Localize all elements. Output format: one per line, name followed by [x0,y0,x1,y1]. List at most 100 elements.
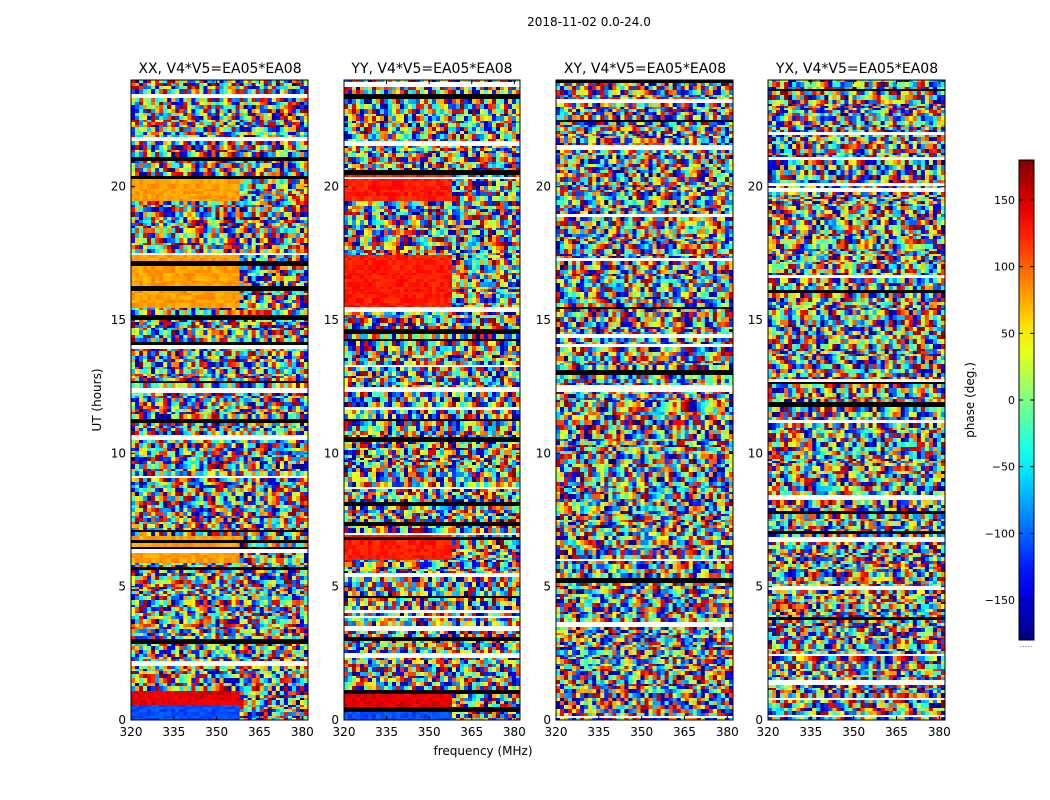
heatmap-cell [183,184,187,189]
heatmap-cell [256,189,260,191]
heatmap-cell [236,122,240,125]
heatmap-cell [224,141,228,145]
heatmap-cell [139,168,143,172]
heatmap-cell [151,127,155,132]
heatmap-cell [280,116,284,120]
heatmap-cell [240,163,244,168]
heatmap-cell [183,98,187,102]
heatmap-cell [256,113,260,116]
heatmap-cell [131,105,135,109]
heatmap-xx [131,80,308,720]
heatmap-cell [228,191,232,194]
heatmap-cell [300,98,304,102]
heatmap-cell [288,135,292,137]
heatmap-cell [191,191,195,194]
panel-title-xx: XX, V4*V5=EA05*EA08 [138,61,301,77]
heatmap-cell [288,168,292,172]
heatmap-cell [252,89,256,94]
heatmap-cell [272,145,276,150]
heatmap-cell [248,105,252,109]
heatmap-cell [300,179,304,184]
heatmap-cell [215,120,219,122]
heatmap-cell [183,145,187,150]
heatmap-cell [203,132,207,135]
heatmap-gap [131,137,308,141]
heatmap-cell [159,163,163,168]
heatmap-cell [207,152,211,157]
heatmap-cell [224,83,228,86]
heatmap-cell [272,191,276,194]
heatmap-cell [296,179,300,184]
heatmap-cell [236,105,240,109]
heatmap-cell [163,83,167,86]
heatmap-cell [240,191,244,194]
heatmap-cell [215,113,219,116]
heatmap-cell [292,150,296,152]
heatmap-cell [211,98,215,102]
heatmap-cell [159,127,163,132]
heatmap-cell [147,132,151,135]
heatmap-cell [179,109,183,113]
heatmap-cell [268,132,272,135]
heatmap-cell [187,122,191,125]
heatmap-cell [288,161,292,163]
heatmap-cell [215,125,219,127]
heatmap-cell [143,172,147,176]
heatmap-cell [179,168,183,172]
heatmap-cell [139,145,143,150]
heatmap-cell [300,102,304,105]
heatmap-cell [248,109,252,113]
heatmap-cell [232,122,236,125]
heatmap-cell [284,98,288,102]
heatmap-cell [143,179,147,184]
heatmap-cell [191,83,195,86]
heatmap-cell [252,161,256,163]
heatmap-cell [215,109,219,113]
heatmap-cell [228,152,232,157]
heatmap-cell [228,98,232,102]
heatmap-cell [244,125,248,127]
heatmap-cell [187,152,191,157]
heatmap-cell [268,120,272,122]
heatmap-cell [147,83,151,86]
heatmap-cell [260,120,264,122]
heatmap-cell [272,89,276,94]
heatmap-cell [195,194,199,196]
heatmap-cell [195,122,199,125]
heatmap-cell [151,125,155,127]
heatmap-cell [143,141,147,145]
heatmap-cell [256,141,260,145]
heatmap-cell [288,189,292,191]
heatmap-cell [256,184,260,189]
heatmap-cell [264,127,268,132]
heatmap-cell [199,194,203,196]
heatmap-cell [288,132,292,135]
heatmap-cell [260,161,264,163]
heatmap-cell [215,161,219,163]
heatmap-cell [155,89,159,94]
heatmap-cell [240,89,244,94]
heatmap-cell [268,109,272,113]
heatmap-cell [284,145,288,150]
heatmap-cell [240,98,244,102]
heatmap-cell [236,135,240,137]
heatmap-cell [135,125,139,127]
heatmap-cell [139,105,143,109]
heatmap-cell [183,102,187,105]
heatmap-cell [203,163,207,168]
heatmap-cell [163,150,167,152]
heatmap-cell [220,116,224,120]
heatmap-cell [224,113,228,116]
heatmap-cell [260,191,264,194]
heatmap-cell [292,141,296,145]
heatmap-cell [175,172,179,176]
heatmap-cell [155,86,159,89]
heatmap-cell [236,113,240,116]
heatmap-cell [272,105,276,109]
heatmap-cell [260,116,264,120]
heatmap-cell [183,150,187,152]
heatmap-cell [292,184,296,189]
heatmap-cell [292,132,296,135]
heatmap-cell [252,179,256,184]
heatmap-cell [199,89,203,94]
